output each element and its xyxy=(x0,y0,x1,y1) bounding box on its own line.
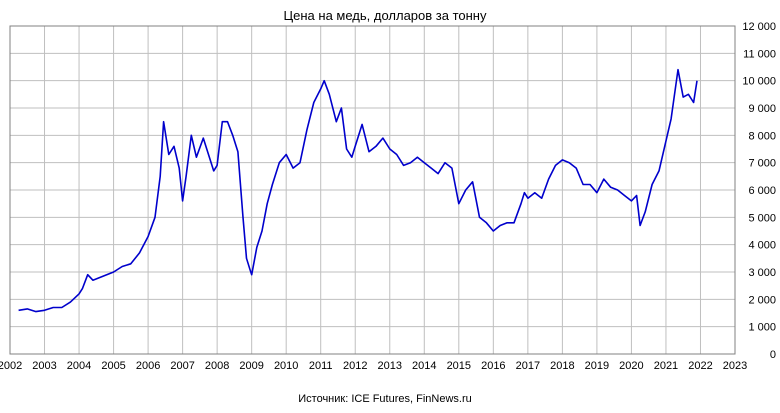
y-tick-label: 10 000 xyxy=(742,76,776,88)
x-tick-label: 2022 xyxy=(688,360,712,372)
x-tick-label: 2020 xyxy=(619,360,643,372)
chart-title: Цена на медь, долларов за тонну xyxy=(284,8,487,23)
x-tick-label: 2003 xyxy=(32,360,56,372)
x-tick-label: 2018 xyxy=(550,360,574,372)
y-tick-label: 9 000 xyxy=(748,103,776,115)
y-tick-label: 8 000 xyxy=(748,130,776,142)
y-tick-label: 2 000 xyxy=(748,294,776,306)
x-tick-label: 2019 xyxy=(585,360,609,372)
y-tick-label: 12 000 xyxy=(742,21,776,33)
plot-frame xyxy=(9,25,736,355)
x-tick-label: 2004 xyxy=(67,360,91,372)
x-tick-label: 2007 xyxy=(170,360,194,372)
y-tick-label: 4 000 xyxy=(748,240,776,252)
y-tick-label: 1 000 xyxy=(748,322,776,334)
x-tick-labels: 2002 2003 2004 2005 2006 2007 2008 2009 2010 2011… xyxy=(0,360,747,372)
y-tick-label: 0 xyxy=(770,349,776,361)
y-tick-label: 11 000 xyxy=(743,48,776,60)
x-tick-label: 2021 xyxy=(654,360,678,372)
x-tick-label: 2011 xyxy=(309,360,333,372)
y-tick-labels: 0 1 000 2 000 3 000 4 000 5 000 6 000 7 000 8 00… xyxy=(742,21,776,361)
y-tick-label: 7 000 xyxy=(748,158,776,170)
y-tick-label: 5 000 xyxy=(748,212,776,224)
x-tick-label: 2002 xyxy=(0,360,22,372)
x-tick-label: 2013 xyxy=(378,360,402,372)
y-tick-label: 3 000 xyxy=(748,267,776,279)
x-tick-label: 2023 xyxy=(723,360,747,372)
x-tick-label: 2005 xyxy=(101,360,125,372)
chart-source: Источник: ICE Futures, FinNews.ru xyxy=(298,393,472,405)
x-tick-label: 2010 xyxy=(274,360,298,372)
price-line xyxy=(18,68,698,313)
x-tick-label: 2008 xyxy=(205,360,229,372)
x-tick-label: 2016 xyxy=(481,360,505,372)
x-tick-label: 2009 xyxy=(239,360,263,372)
y-tick-label: 6 000 xyxy=(748,185,776,197)
x-tick-label: 2015 xyxy=(447,360,471,372)
x-tick-label: 2017 xyxy=(516,360,540,372)
x-tick-label: 2014 xyxy=(412,360,436,372)
x-tick-label: 2006 xyxy=(136,360,160,372)
x-tick-label: 2012 xyxy=(343,360,367,372)
